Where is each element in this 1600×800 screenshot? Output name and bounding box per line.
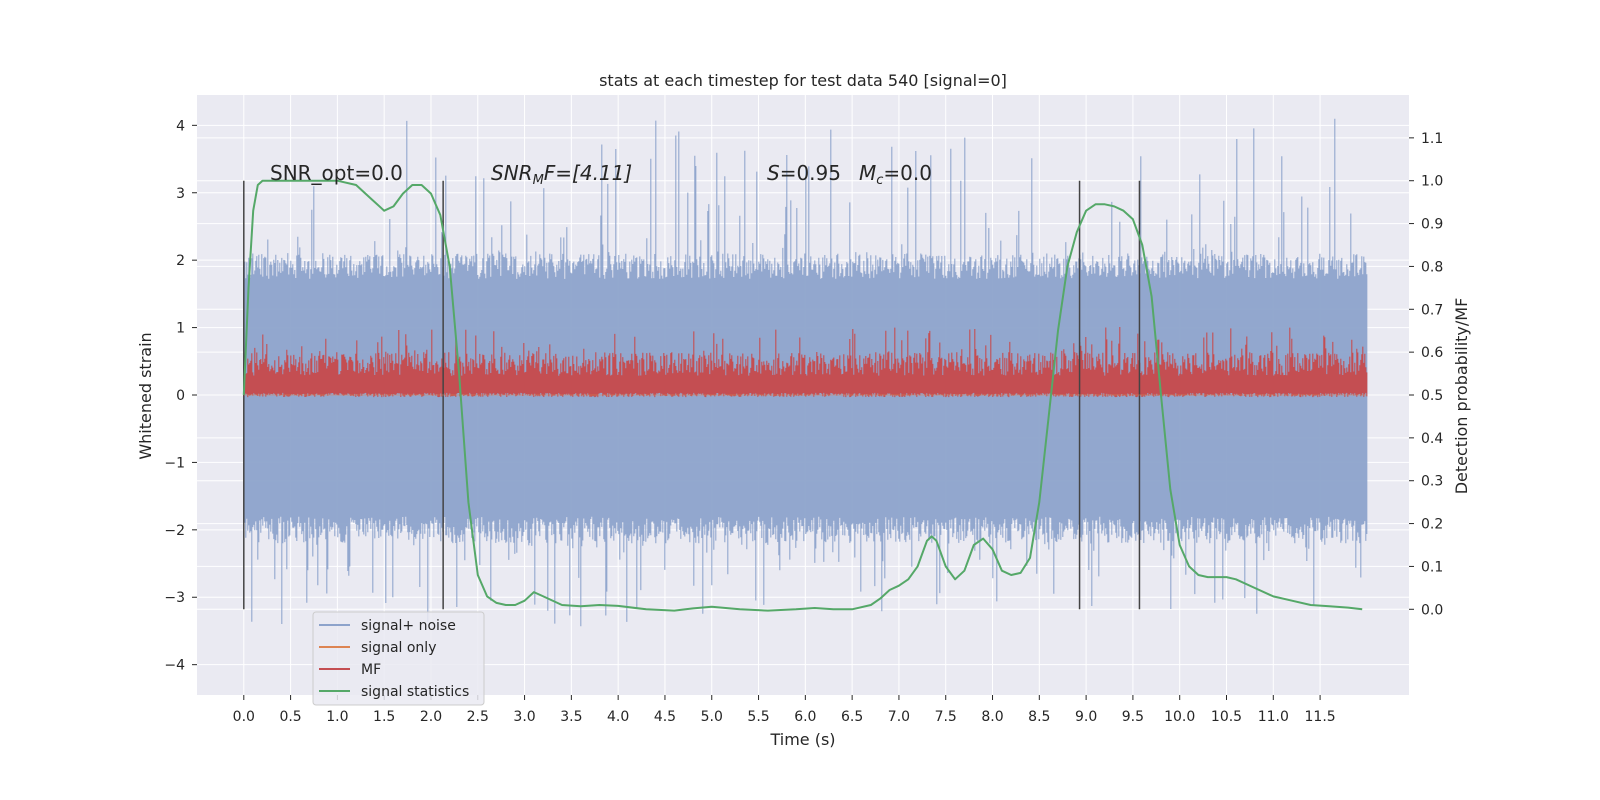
mc-value: =0.0 — [883, 161, 932, 185]
x-tick-label: 7.0 — [888, 709, 910, 725]
legend-label-noise: signal+ noise — [361, 618, 456, 634]
y2-axis-label: Detection probability/MF — [1452, 298, 1471, 495]
y2-tick-label: 0.1 — [1421, 559, 1443, 575]
chart-title: stats at each timestep for test data 540… — [599, 71, 1007, 90]
x-tick-label: 4.5 — [654, 709, 676, 725]
x-tick-label: 3.5 — [560, 709, 582, 725]
legend-label-mf: MF — [361, 662, 381, 678]
legend: signal+ noise signal only MF signal stat… — [312, 611, 485, 706]
y-axis-ticks: 4 3 2 1 0 −1 −2 −3 −4 — [164, 118, 197, 674]
annotation-snr-mf: SNRMF=[4.11] — [491, 161, 632, 188]
x-tick-label: 0.5 — [279, 709, 301, 725]
y2-tick-label: 0.0 — [1421, 602, 1443, 618]
snr-mf-subscript: M — [533, 173, 544, 188]
y2-tick-label: 0.8 — [1421, 259, 1443, 275]
x-tick-label: 8.5 — [1028, 709, 1050, 725]
x-tick-label: 11.0 — [1258, 709, 1289, 725]
y2-tick-label: 0.7 — [1421, 302, 1443, 318]
y-tick-label: 2 — [176, 253, 185, 269]
legend-box — [312, 611, 485, 706]
y2-tick-label: 1.0 — [1421, 174, 1443, 190]
x-tick-label: 1.5 — [373, 709, 395, 725]
legend-label-stats: signal statistics — [361, 684, 469, 700]
x-tick-label: 6.0 — [794, 709, 816, 725]
y2-tick-label: 1.1 — [1421, 131, 1443, 147]
y-tick-label: 3 — [176, 186, 185, 202]
y2-tick-label: 0.2 — [1421, 517, 1443, 533]
x-axis-ticks: 0.0 0.5 1.0 1.5 2.0 2.5 3.0 3.5 4.0 4.5 5.0 5.5 6.0 6… — [233, 695, 1336, 725]
x-tick-label: 8.0 — [981, 709, 1003, 725]
x-tick-label: 10.5 — [1211, 709, 1242, 725]
x-tick-label: 7.5 — [935, 709, 957, 725]
x-tick-label: 9.0 — [1075, 709, 1097, 725]
snr-mf-label: SNR — [491, 161, 533, 185]
x-tick-label: 5.5 — [747, 709, 769, 725]
y-tick-label: 1 — [176, 321, 185, 337]
y2-tick-label: 0.9 — [1421, 217, 1443, 233]
y-tick-label: −1 — [164, 455, 185, 471]
y2-tick-label: 0.6 — [1421, 345, 1443, 361]
x-tick-label: 1.0 — [326, 709, 348, 725]
x-tick-label: 3.0 — [513, 709, 535, 725]
signal-statistics-series — [242, 179, 1363, 612]
y2-tick-label: 0.5 — [1421, 388, 1443, 404]
s-label: S — [767, 161, 780, 185]
s-value: =0.95 — [780, 161, 841, 185]
y-tick-label: 4 — [176, 118, 185, 134]
signal-statistics-trace — [242, 179, 1363, 612]
x-tick-label: 4.0 — [607, 709, 629, 725]
mc-label: M — [859, 161, 876, 185]
x-tick-label: 2.5 — [467, 709, 489, 725]
annotation-mc: Mc=0.0 — [859, 161, 932, 188]
x-axis-label: Time (s) — [769, 730, 835, 749]
snr-mf-value: F=[4.11] — [544, 161, 632, 185]
x-tick-label: 6.5 — [841, 709, 863, 725]
y-tick-label: −4 — [164, 658, 185, 674]
annotation-snr-opt: SNR_opt=0.0 — [270, 161, 403, 185]
x-tick-label: 5.0 — [701, 709, 723, 725]
annotation-s: S=0.95 — [767, 161, 841, 185]
y2-tick-label: 0.4 — [1421, 431, 1443, 447]
x-tick-label: 9.5 — [1122, 709, 1144, 725]
mc-subscript: c — [876, 173, 883, 188]
y-axis-label: Whitened strain — [136, 332, 155, 459]
y-tick-label: −2 — [164, 523, 185, 539]
y2-tick-label: 0.3 — [1421, 474, 1443, 490]
y2-axis-ticks: 0.0 0.1 0.2 0.3 0.4 0.5 0.6 0.7 0.8 0.9 1.0 1.1 — [1409, 131, 1443, 618]
x-tick-label: 0.0 — [233, 709, 255, 725]
y-tick-label: −3 — [164, 590, 185, 606]
y-tick-label: 0 — [176, 388, 185, 404]
x-tick-label: 10.0 — [1164, 709, 1195, 725]
x-tick-label: 2.0 — [420, 709, 442, 725]
x-tick-label: 11.5 — [1305, 709, 1336, 725]
legend-label-signal-only: signal only — [361, 640, 436, 656]
